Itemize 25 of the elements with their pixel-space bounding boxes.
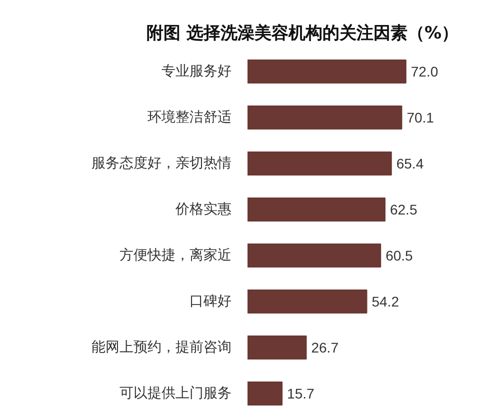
bar	[248, 106, 402, 130]
data-label: 26.7	[311, 340, 339, 356]
data-label: 15.7	[287, 386, 314, 402]
y-tick-label: 服务态度好，亲切热情	[92, 156, 232, 172]
bar	[248, 60, 406, 84]
data-label: 54.2	[372, 294, 400, 310]
data-label: 62.5	[390, 202, 418, 218]
y-tick-label: 专业服务好	[162, 64, 232, 80]
y-tick-label: 环境整洁舒适	[148, 110, 232, 126]
y-tick-label: 方便快捷，离家近	[120, 248, 232, 264]
data-label: 65.4	[396, 156, 424, 172]
y-tick-label: 能网上预约，提前咨询	[92, 340, 232, 356]
bar	[248, 244, 382, 268]
data-label: 60.5	[386, 248, 414, 264]
data-label: 70.1	[406, 110, 434, 126]
y-tick-label: 可以提供上门服务	[120, 386, 232, 402]
y-tick-label: 口碑好	[190, 294, 232, 310]
bar	[248, 382, 283, 406]
bar	[248, 290, 368, 314]
bar	[248, 152, 392, 176]
y-tick-label: 价格实惠	[174, 202, 232, 218]
chart-title: 附图 选择洗澡美容机构的关注因素（%）	[146, 24, 459, 44]
bar	[248, 198, 386, 222]
data-label: 72.0	[410, 64, 438, 80]
bar	[248, 336, 307, 360]
